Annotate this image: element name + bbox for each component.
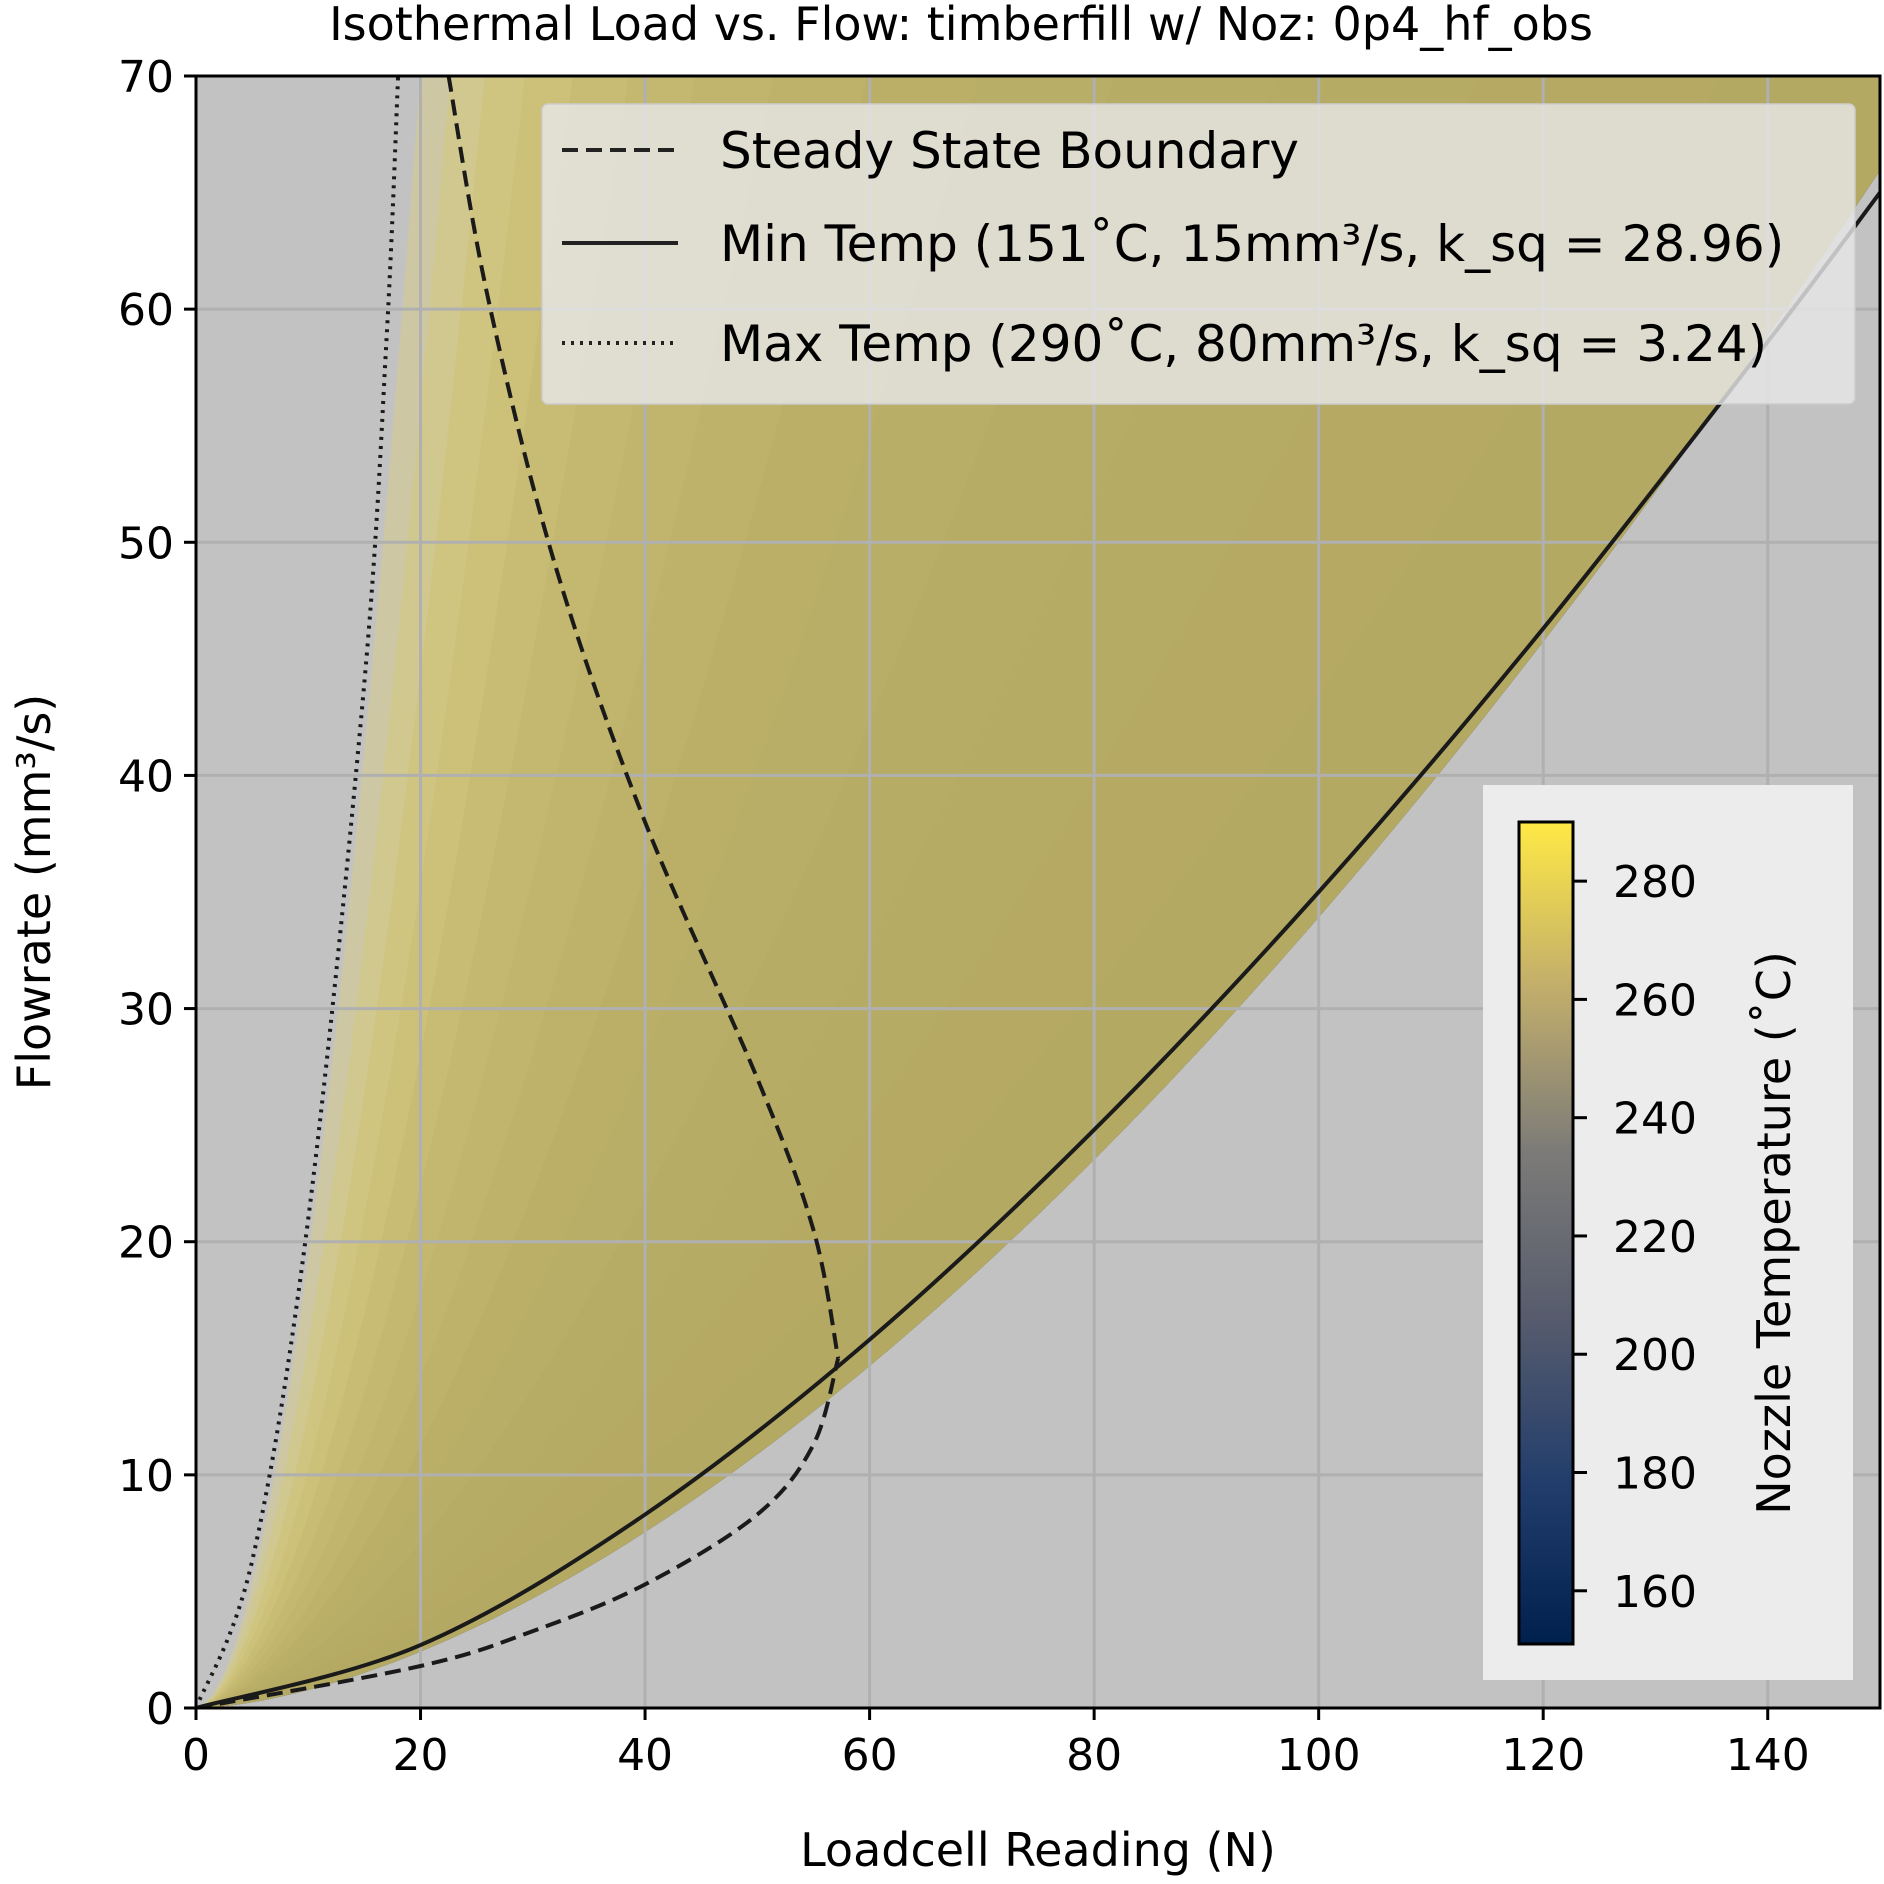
series-line-dashed-3 (196, 1357, 841, 1708)
isotherm-band-271 (196, 76, 1880, 1708)
x-tick-label-60: 60 (842, 1730, 898, 1781)
x-tick-label-0: 0 (182, 1730, 210, 1781)
plot-frame (194, 74, 1882, 1710)
x-tick-label-100: 100 (1277, 1730, 1361, 1781)
y-tick-label-30: 30 (118, 985, 174, 1036)
colorbar-tick-label-260: 260 (1613, 975, 1697, 1026)
legend-label-min: Min Temp (151˚C, 15mm³/s, k_sq = 28.96) (720, 215, 1784, 273)
chart-title: Isothermal Load vs. Flow: timberfill w/ … (329, 0, 1593, 51)
isotherm-band-231 (196, 76, 1880, 1708)
series-lines (196, 76, 1880, 1708)
isotherm-band-261 (196, 76, 1880, 1708)
y-axis-label: Flowrate (mm³/s) (7, 694, 61, 1090)
legend: Steady State Boundary Min Temp (151˚C, 1… (541, 103, 1856, 405)
isotherm-band-161 (196, 76, 1880, 1708)
x-tick-label-20: 20 (393, 1730, 449, 1781)
y-tick-label-50: 50 (118, 518, 174, 569)
x-tick-label-80: 80 (1066, 1730, 1122, 1781)
colorbar-label: Nozzle Temperature (˚C) (1747, 951, 1801, 1515)
colorbar-tick-label-160: 160 (1613, 1567, 1697, 1618)
colorbar-gradient (1517, 820, 1575, 1646)
legend-label-steady: Steady State Boundary (720, 122, 1299, 180)
legend-box (541, 103, 1856, 405)
y-tick-label-60: 60 (118, 285, 174, 336)
y-tick-label-40: 40 (118, 751, 174, 802)
y-tick-label-10: 10 (118, 1451, 174, 1502)
x-tick-label-140: 140 (1726, 1730, 1810, 1781)
y-tick-label-0: 0 (146, 1684, 174, 1735)
colorbar-tick-label-180: 180 (1613, 1449, 1697, 1500)
temperature-bands (196, 76, 1880, 1708)
colorbar-tick-label-240: 240 (1613, 1094, 1697, 1145)
legend-label-max: Max Temp (290˚C, 80mm³/s, k_sq = 3.24) (720, 315, 1767, 373)
colorbar-tick-label-280: 280 (1613, 857, 1697, 908)
isotherm-band-221 (196, 76, 1880, 1708)
isotherm-band-211 (196, 76, 1880, 1708)
isotherm-band-281 (196, 76, 1880, 1708)
y-tick-label-70: 70 (118, 52, 174, 103)
axis-ticks: 0 20 40 60 80 100 120 140 0 10 20 30 40 50 60 70 (118, 52, 1810, 1781)
x-tick-label-120: 120 (1501, 1730, 1585, 1781)
isotherm-band-241 (196, 76, 1880, 1708)
isotherm-band-171 (196, 76, 1880, 1708)
x-tick-label-40: 40 (617, 1730, 673, 1781)
x-axis-label: Loadcell Reading (N) (800, 1823, 1276, 1877)
colorbar-tick-label-200: 200 (1613, 1330, 1697, 1381)
isotherm-band-251 (196, 76, 1880, 1708)
series-line-solid-0 (196, 191, 1880, 1708)
isotherm-band-181 (196, 76, 1880, 1708)
series-line-dotted-1 (196, 76, 401, 1708)
isotherm-band-201 (196, 76, 1880, 1708)
series-line-dashed-2 (446, 76, 841, 1359)
colorbar: 160 180 200 220 240 260 280 Nozzle Temperature… (1483, 785, 1853, 1680)
isotherm-band-191 (196, 76, 1880, 1708)
y-tick-label-20: 20 (118, 1218, 174, 1269)
colorbar-ticks: 160 180 200 220 240 260 280 (1573, 857, 1697, 1618)
colorbar-tick-label-220: 220 (1613, 1212, 1697, 1263)
